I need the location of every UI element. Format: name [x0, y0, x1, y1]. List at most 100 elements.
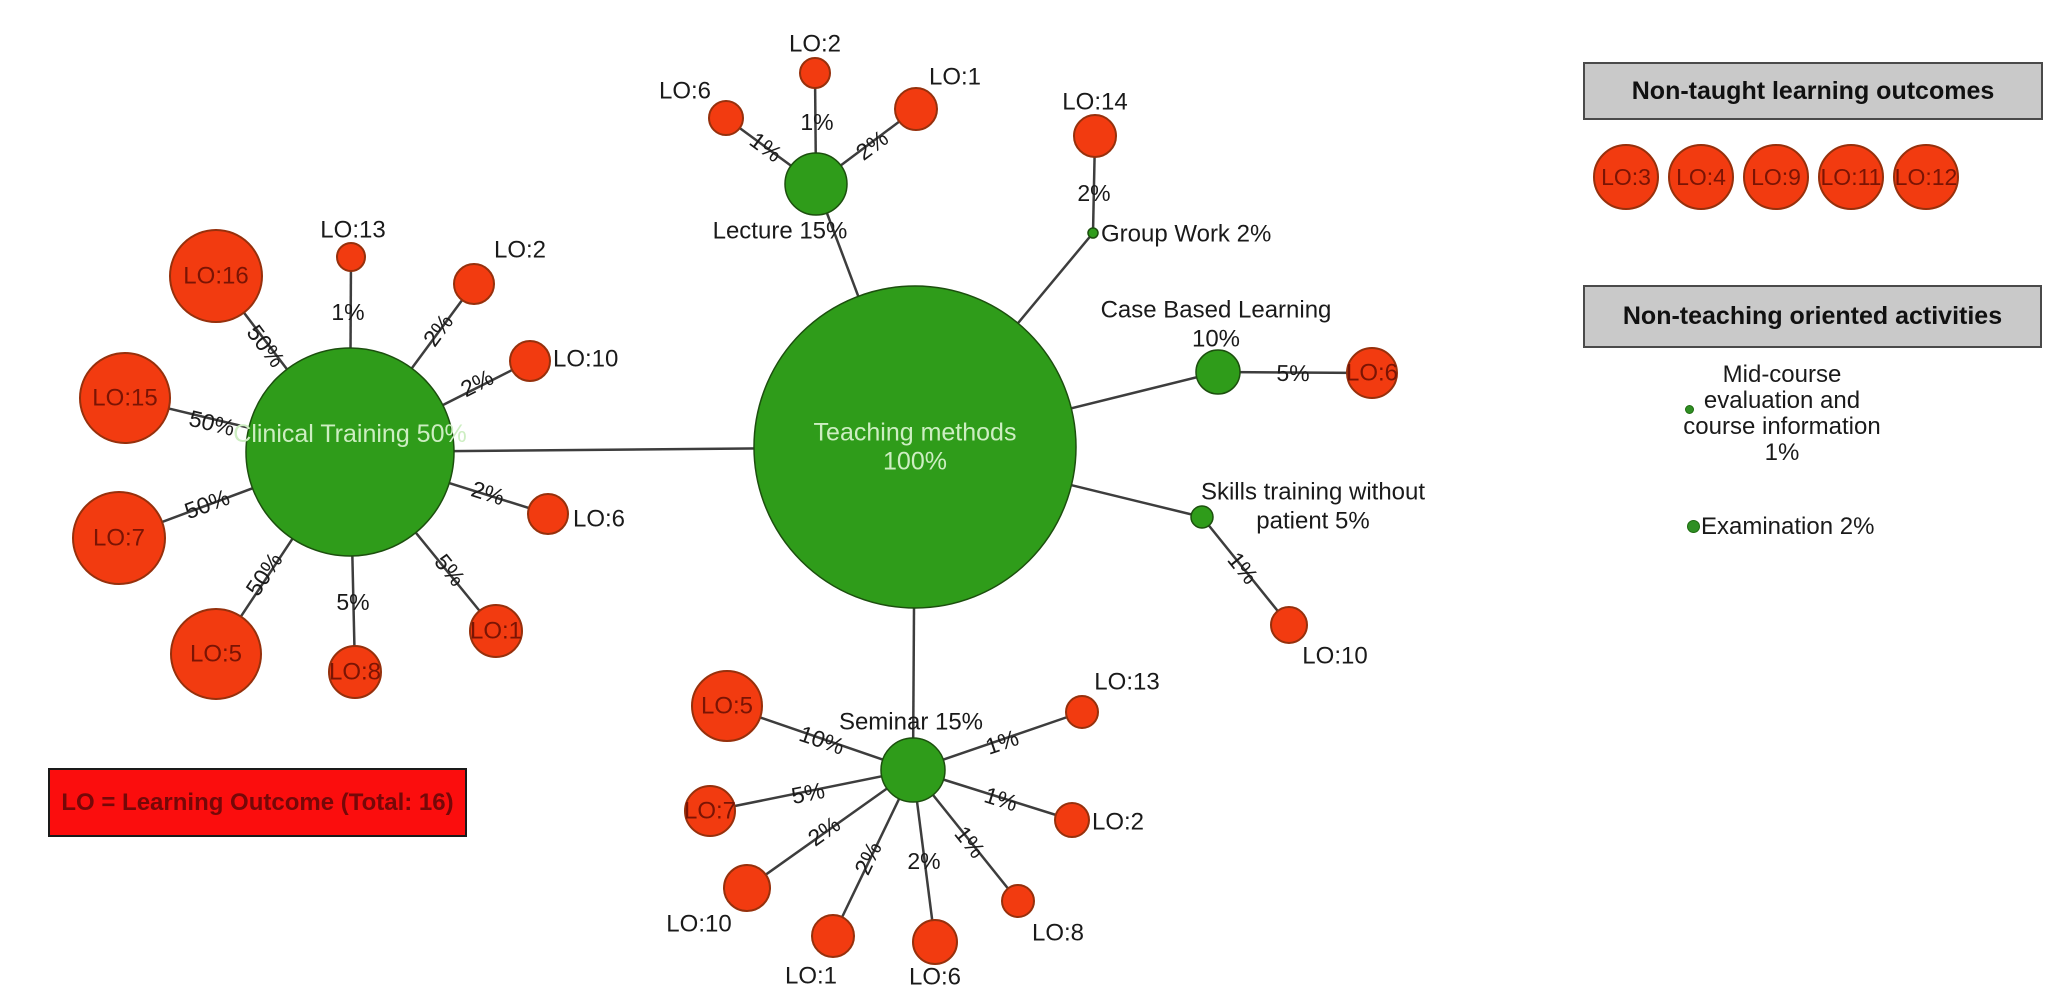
sat-label-clinical-lo5: LO:5: [190, 641, 242, 668]
node-seminar: [880, 737, 946, 803]
edge-label-clinical-lo8: 5%: [336, 589, 369, 615]
node-groupwork-lo14: [1073, 114, 1117, 158]
node-clinical-lo2: [453, 263, 495, 305]
non-teaching-activities-header: Non-teaching oriented activities: [1583, 285, 2042, 348]
hub-label-lecture: Lecture 15%: [713, 218, 848, 245]
node-lecture-lo1: [894, 87, 938, 131]
non-taught-outcomes-header: Non-taught learning outcomes: [1583, 62, 2043, 120]
non-taught-circle-lo12: LO:12: [1893, 144, 1959, 210]
sat-label-lecture-lo6: LO:6: [659, 78, 711, 105]
edge-label-clinical-lo6: 2%: [468, 476, 508, 511]
midcourse-evaluation-label: Mid-course evaluation and course informa…: [1683, 361, 1881, 466]
sat-label-seminar-lo8: LO:8: [1032, 920, 1084, 947]
edge-label-seminar-lo6: 2%: [907, 848, 940, 874]
sat-label-seminar-lo6: LO:6: [909, 964, 961, 991]
hub-label-skills: patient 5%: [1256, 508, 1369, 535]
sat-label-clinical-lo2: LO:2: [494, 237, 546, 264]
node-teaching: [753, 285, 1077, 609]
node-clinical-lo6: [527, 493, 569, 535]
sat-label-cbl-lo6: LO:6: [1346, 360, 1398, 387]
sat-label-seminar-lo2: LO:2: [1092, 809, 1144, 836]
non-taught-circle-lo11: LO:11: [1818, 144, 1884, 210]
node-clinical-lo15: [79, 352, 171, 444]
node-seminar-lo10: [723, 864, 771, 912]
node-clinical-lo13: [336, 242, 366, 272]
sat-label-seminar-lo5: LO:5: [701, 693, 753, 720]
node-clinical-lo5: [170, 608, 262, 700]
spoke-skills-lo10: [1201, 516, 1290, 626]
sat-label-skills-lo10: LO:10: [1302, 643, 1367, 670]
hub-label-cbl: Case Based Learning: [1101, 297, 1332, 324]
node-lecture-lo6: [708, 100, 744, 136]
sat-label-clinical-lo1: LO:1: [470, 618, 522, 645]
midcourse-evaluation-dot-icon: [1685, 405, 1694, 414]
edge-label-seminar-lo7: 5%: [789, 777, 827, 809]
non-taught-circle-lo4: LO:4: [1668, 144, 1734, 210]
node-skills: [1190, 505, 1214, 529]
sat-label-seminar-lo13: LO:13: [1094, 669, 1159, 696]
edge-label-lecture-lo6: 1%: [745, 127, 787, 168]
edge-label-clinical-lo13: 1%: [331, 299, 364, 325]
node-lecture-lo2: [799, 57, 831, 89]
node-groupwork: [1087, 227, 1099, 239]
hub-label-seminar: Seminar 15%: [839, 709, 983, 736]
node-seminar-lo2: [1054, 802, 1090, 838]
hub-label-skills: Skills training without: [1201, 479, 1425, 506]
sat-label-clinical-lo10: LO:10: [553, 346, 618, 373]
hub-label-teaching: 100%: [883, 448, 947, 476]
edge-label-seminar-lo13: 1%: [982, 724, 1022, 759]
non-teaching-activities-title: Non-teaching oriented activities: [1622, 302, 2003, 330]
node-clinical-lo16: [169, 229, 263, 323]
spoke-seminar-lo10: [746, 768, 914, 890]
node-seminar-lo13: [1065, 695, 1099, 729]
node-clinical-lo10: [509, 340, 551, 382]
node-seminar-lo6: [912, 919, 958, 965]
node-clinical-lo8: [328, 645, 382, 699]
non-taught-circle-lo3: LO:3: [1593, 144, 1659, 210]
node-lecture: [784, 152, 848, 216]
non-taught-outcomes-circles: LO:3 LO:4 LO:9 LO:11 LO:12: [1593, 144, 1959, 210]
node-seminar-lo7: [684, 785, 736, 837]
node-seminar-lo1: [811, 914, 855, 958]
examination-label: Examination 2%: [1701, 513, 1875, 540]
sat-label-clinical-lo15: LO:15: [92, 385, 157, 412]
edge-label-seminar-lo8: 1%: [949, 821, 990, 863]
legend-text: LO = Learning Outcome (Total: 16): [61, 788, 454, 816]
node-seminar-lo8: [1001, 884, 1035, 918]
examination-dot-icon: [1687, 520, 1700, 533]
edge-label-cbl-lo6: 5%: [1276, 360, 1309, 386]
hub-label-cbl: 10%: [1192, 326, 1240, 353]
node-clinical-lo1: [469, 604, 523, 658]
node-clinical-lo7: [72, 491, 166, 585]
sat-label-lecture-lo1: LO:1: [929, 64, 981, 91]
edge-label-skills-lo10: 1%: [1222, 547, 1263, 589]
edge-label-seminar-lo1: 2%: [849, 837, 887, 878]
node-cbl-lo6: [1346, 347, 1398, 399]
sat-label-clinical-lo16: LO:16: [183, 263, 248, 290]
sat-label-seminar-lo10: LO:10: [666, 911, 731, 938]
edge-label-groupwork-lo14: 2%: [1077, 180, 1110, 206]
hub-label-clinical: Clinical Training 50%: [233, 420, 466, 448]
non-taught-circle-lo9: LO:9: [1743, 144, 1809, 210]
non-taught-outcomes-title: Non-taught learning outcomes: [1631, 76, 1995, 105]
legend-box: LO = Learning Outcome (Total: 16): [48, 768, 467, 837]
node-cbl: [1195, 349, 1241, 395]
sat-label-seminar-lo7: LO:7: [684, 798, 736, 825]
node-skills-lo10: [1270, 606, 1308, 644]
edge-label-seminar-lo2: 1%: [981, 782, 1021, 817]
edge-label-clinical-lo15: 50%: [187, 405, 238, 441]
edge-label-clinical-lo7: 50%: [181, 484, 233, 524]
sat-label-clinical-lo7: LO:7: [93, 525, 145, 552]
hub-label-teaching: Teaching methods: [814, 419, 1017, 447]
node-clinical: [245, 347, 455, 557]
sat-label-clinical-lo8: LO:8: [329, 659, 381, 686]
sat-label-clinical-lo6: LO:6: [573, 506, 625, 533]
hub-label-groupwork: Group Work 2%: [1101, 221, 1271, 248]
spoke-seminar-lo7: [709, 768, 914, 813]
node-seminar-lo5: [691, 670, 763, 742]
sat-label-seminar-lo1: LO:1: [785, 963, 837, 990]
edge-label-lecture-lo2: 1%: [800, 109, 833, 135]
sat-label-groupwork-lo14: LO:14: [1062, 89, 1127, 116]
sat-label-clinical-lo13: LO:13: [320, 217, 385, 244]
